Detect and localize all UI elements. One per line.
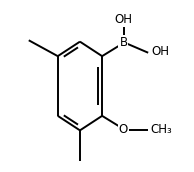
Text: CH₃: CH₃ [151,123,172,136]
Text: OH: OH [114,13,133,26]
Text: O: O [119,123,128,136]
Text: OH: OH [152,45,170,58]
Text: B: B [119,36,127,49]
